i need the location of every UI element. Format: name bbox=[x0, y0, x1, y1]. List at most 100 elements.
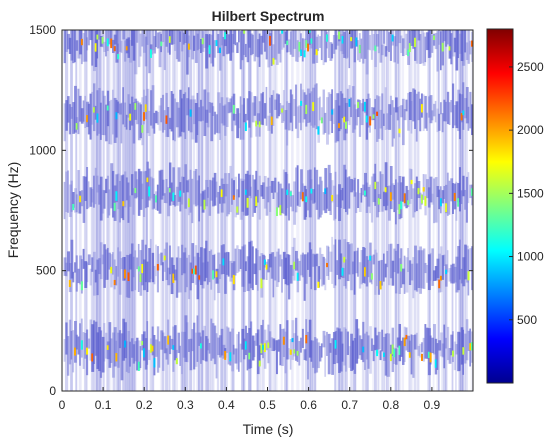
spectrum-point bbox=[141, 340, 144, 346]
spectrum-segment bbox=[455, 181, 458, 221]
spectrum-segment bbox=[382, 191, 386, 207]
spectrum-segment bbox=[215, 333, 218, 379]
spectrum-segment bbox=[210, 249, 213, 290]
spectrum-segment bbox=[136, 30, 139, 43]
plot-area bbox=[62, 30, 473, 391]
spectrum-stroke bbox=[192, 30, 196, 391]
spectrum-segment bbox=[77, 30, 81, 59]
spectrum-segment bbox=[367, 335, 370, 369]
spectrum-segment bbox=[436, 258, 440, 279]
spectrum-point bbox=[191, 268, 194, 274]
spectrum-stroke bbox=[106, 30, 109, 391]
spectrum-segment bbox=[350, 97, 352, 118]
spectrum-segment bbox=[205, 240, 208, 278]
spectrum-stroke bbox=[70, 30, 73, 391]
spectrum-segment bbox=[291, 30, 295, 57]
spectrum-point bbox=[312, 102, 315, 112]
spectrum-segment bbox=[222, 344, 226, 359]
spectrum-segment bbox=[127, 37, 130, 58]
spectrum-segment bbox=[106, 247, 109, 280]
spectrum-segment bbox=[256, 39, 260, 58]
spectrum-segment bbox=[139, 33, 142, 57]
spectrum-point bbox=[165, 115, 168, 124]
spectrum-segment bbox=[357, 179, 360, 209]
spectrum-segment bbox=[213, 111, 217, 135]
spectrum-segment bbox=[191, 329, 194, 352]
spectrum-segment bbox=[75, 255, 78, 292]
spectrum-segment bbox=[341, 187, 344, 201]
spectrum-segment bbox=[217, 337, 220, 356]
spectrum-point bbox=[163, 255, 166, 261]
spectrum-segment bbox=[193, 322, 196, 370]
spectrum-segment bbox=[149, 338, 152, 349]
spectrum-segment bbox=[362, 246, 365, 283]
spectrum-segment bbox=[298, 191, 301, 207]
spectrum-segment bbox=[132, 344, 136, 364]
spectrum-segment bbox=[439, 246, 443, 293]
spectrum-segment bbox=[210, 180, 214, 201]
spectrum-segment bbox=[332, 244, 336, 289]
spectrum-segment bbox=[148, 30, 151, 74]
spectrum-segment bbox=[317, 266, 320, 288]
spectrum-segment bbox=[448, 102, 451, 126]
spectrum-segment bbox=[208, 102, 211, 113]
spectrum-stroke bbox=[223, 30, 226, 391]
spectrum-segment bbox=[248, 241, 252, 284]
spectrum-point bbox=[260, 343, 263, 354]
spectrum-segment bbox=[300, 83, 302, 131]
spectrum-point bbox=[270, 116, 273, 126]
spectrum-segment bbox=[407, 248, 409, 273]
x-tick-label: 0 bbox=[59, 398, 66, 412]
spectrum-segment bbox=[255, 333, 259, 346]
spectrum-point bbox=[80, 281, 83, 291]
spectrum-segment bbox=[346, 331, 350, 355]
spectrum-segment bbox=[67, 96, 70, 123]
spectrum-point bbox=[75, 123, 78, 130]
spectrum-segment bbox=[231, 178, 233, 205]
spectrum-segment bbox=[284, 110, 288, 130]
spectrum-segment bbox=[256, 189, 259, 203]
spectrum-segment bbox=[372, 344, 375, 362]
spectrum-segment bbox=[317, 342, 320, 369]
spectrum-segment bbox=[326, 187, 329, 209]
spectrum-segment bbox=[94, 269, 97, 283]
spectrum-segment bbox=[248, 91, 251, 128]
spectrum-segment bbox=[422, 94, 425, 132]
spectrum-segment bbox=[389, 95, 393, 115]
spectrum-segment bbox=[79, 323, 81, 366]
spectrum-point bbox=[106, 105, 109, 111]
spectrum-segment bbox=[99, 102, 102, 140]
spectrum-point bbox=[80, 340, 83, 350]
spectrum-point bbox=[291, 338, 294, 343]
spectrum-stroke bbox=[102, 30, 105, 391]
spectrum-point bbox=[293, 349, 296, 354]
spectrum-segment bbox=[255, 30, 258, 57]
spectrum-point bbox=[80, 38, 83, 46]
spectrum-segment bbox=[324, 112, 327, 133]
spectrum-segment bbox=[296, 40, 299, 62]
spectrum-point bbox=[243, 30, 246, 34]
spectrum-segment bbox=[99, 330, 103, 378]
spectrum-segment bbox=[417, 91, 420, 121]
spectrum-segment bbox=[174, 98, 176, 142]
spectrum-segment bbox=[293, 98, 296, 117]
spectrum-segment bbox=[110, 338, 113, 363]
spectrum-segment bbox=[317, 34, 320, 51]
spectrum-segment bbox=[360, 339, 363, 360]
spectrum-stroke bbox=[208, 30, 212, 391]
spectrum-stroke bbox=[175, 30, 178, 391]
spectrum-segment bbox=[219, 264, 222, 280]
spectrum-segment bbox=[303, 38, 306, 52]
spectrum-segment bbox=[229, 331, 232, 366]
spectrum-stroke bbox=[353, 30, 356, 391]
x-tick-label: 0.6 bbox=[300, 398, 317, 412]
spectrum-point bbox=[445, 269, 448, 275]
spectrum-point bbox=[348, 98, 351, 107]
spectrum-point bbox=[106, 38, 109, 47]
spectrum-segment bbox=[269, 253, 272, 268]
spectrum-segment bbox=[282, 169, 285, 215]
spectrum-segment bbox=[369, 98, 371, 133]
spectrum-point bbox=[369, 255, 372, 261]
spectrum-segment bbox=[429, 30, 432, 58]
spectrum-segment bbox=[82, 100, 85, 122]
